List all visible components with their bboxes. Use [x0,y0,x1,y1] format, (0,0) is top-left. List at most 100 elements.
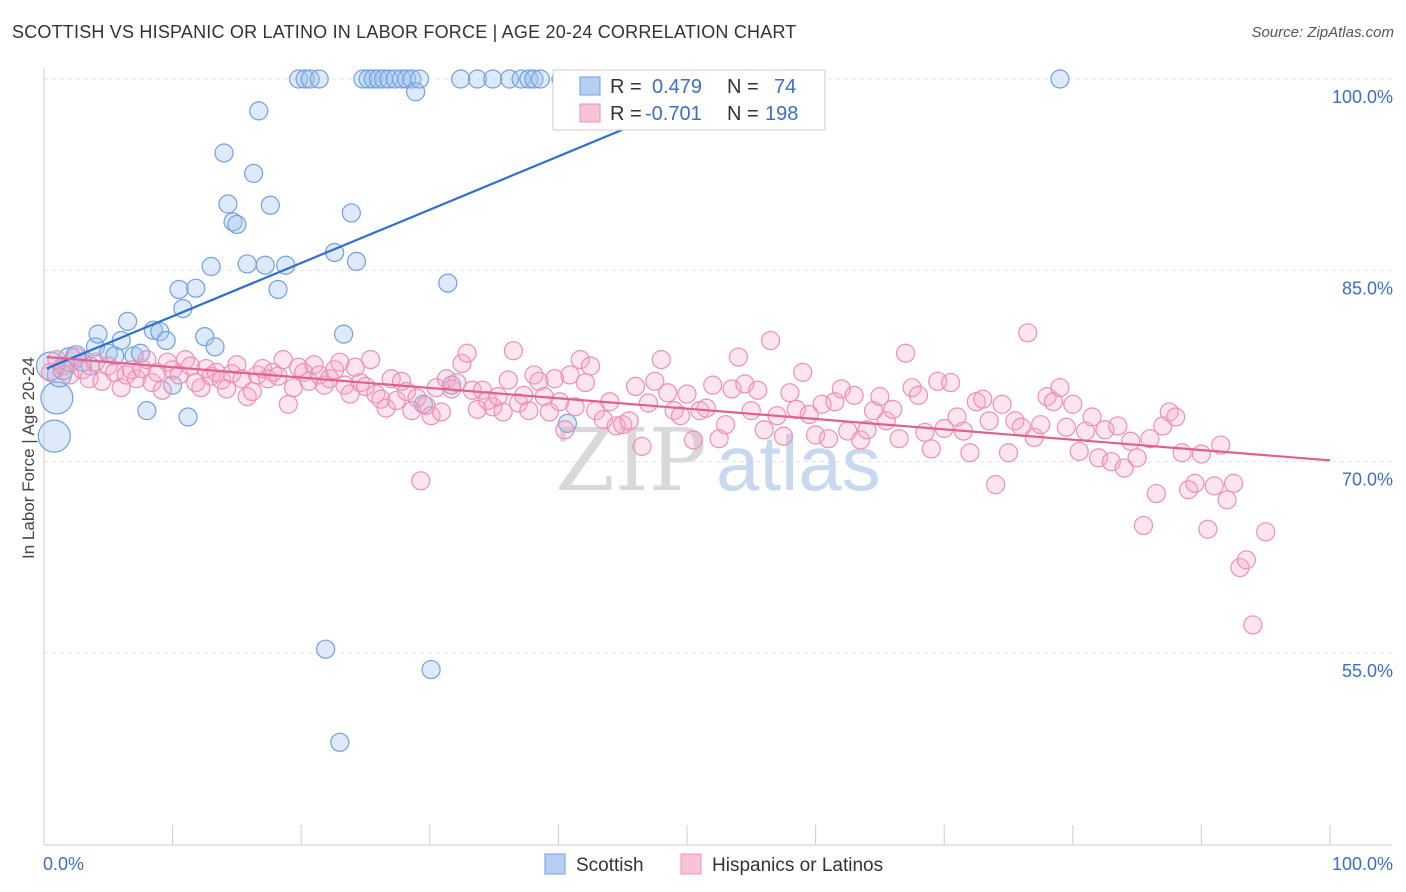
hispanic-point-53 [330,352,350,372]
hispanic-point-129 [754,420,774,440]
hispanic-point-127 [741,401,761,421]
x-tick-label-min: 0.0% [43,854,84,874]
scottish-point-27 [201,256,221,277]
bottom-legend-swatch-hispanic [680,853,702,875]
hispanic-point-164 [979,411,999,431]
legend-r-value-0: 0.479 [652,76,702,98]
hispanic-point-186 [1121,431,1141,451]
hispanic-point-87 [503,341,523,361]
hispanic-point-153 [908,385,929,405]
hispanic-point-128 [748,380,768,400]
legend-n-value-0: 74 [774,76,796,98]
hispanic-point-174 [1043,392,1064,412]
scottish-point-51 [358,69,378,89]
scottish-point-33 [237,254,257,274]
hispanic-point-36 [242,381,262,402]
hispanic-point-99 [565,397,585,417]
hispanic-point-77 [452,353,472,374]
hispanic-point-176 [1056,417,1076,437]
hispanic-point-61 [371,389,391,409]
hispanic-point-199 [1204,476,1224,496]
legend-swatch-scottish [579,76,601,96]
hispanic-point-100 [570,350,590,370]
gridlines [44,78,1392,654]
hispanic-point-108 [619,411,639,431]
scottish-point-71 [519,69,539,89]
scottish-point-30 [218,194,238,214]
scottish-point-36 [255,255,275,275]
scottish-point-14 [117,311,138,331]
hispanic-point-85 [493,402,513,422]
hispanic-point-31 [217,379,237,399]
hispanic-point-161 [960,443,980,463]
hispanic-point-110 [632,436,652,456]
hispanic-point-59 [361,350,381,370]
hispanic-point-159 [947,407,967,427]
scottish-point-41 [295,69,315,89]
hispanic-point-166 [992,394,1012,414]
scottish-point-20 [156,330,176,351]
scottish-point-56 [385,69,405,89]
y-tick-label-1: 70.0% [1342,470,1393,490]
hispanic-point-185 [1114,458,1134,478]
bottom-legend-swatch-scottish [544,853,566,875]
scottish-point-61 [409,69,430,89]
hispanic-point-204 [1236,550,1257,570]
hispanic-point-143 [844,385,864,405]
scottish-point-10 [88,324,108,344]
hispanic-point-74 [436,369,457,389]
hispanic-point-94 [539,402,559,422]
y-tick-labels: 55.0% 70.0% 85.0% 100.0% [1332,87,1393,681]
hispanic-point-189 [1140,429,1160,449]
hispanic-point-196 [1185,473,1205,493]
hispanic-point-172 [1031,415,1051,435]
scottish-point-63 [421,659,441,680]
hispanic-point-145 [857,420,877,440]
hispanic-point-137 [805,425,826,445]
hispanic-point-14 [126,369,147,389]
hispanic-point-56 [345,357,365,377]
legend-n-label-0: N = [727,76,759,98]
scottish-point-29 [214,143,234,163]
hispanic-point-187 [1127,448,1147,468]
scottish-point-78 [1050,69,1070,89]
scottish-point-17 [137,401,157,421]
hispanic-point-175 [1050,378,1070,398]
scottish-point-48 [341,203,361,223]
scottish-point-2 [40,381,74,415]
hispanic-point-106 [606,416,626,436]
scottish-point-50 [353,69,373,89]
hispanic-point-135 [793,362,813,382]
scottish-point-38 [268,279,288,300]
hispanic-point-113 [651,350,671,370]
bottom-legend: Scottish Hispanics or Latinos [544,853,883,876]
legend-r-label-1: R = [610,103,642,125]
legend-box: R = 0.479 N = 74 R = -0.701 N = 198 [552,69,826,131]
scottish-point-40 [289,69,309,89]
scottish-point-44 [316,639,336,659]
scottish-point-59 [402,69,422,89]
hispanic-point-18 [147,362,167,382]
hispanic-point-152 [902,378,922,398]
scottish-point-60 [406,82,426,102]
hispanic-point-122 [709,429,729,449]
legend-n-value-1: 198 [765,103,798,125]
hispanic-point-205 [1243,615,1263,635]
scottish-point-35 [249,101,269,121]
hispanic-point-17 [142,372,162,393]
hispanic-point-120 [696,398,716,418]
hispanic-point-11 [111,378,131,398]
hispanic-point-95 [544,369,565,389]
hispanic-point-86 [498,370,518,390]
hispanic-point-181 [1088,448,1109,468]
hispanic-point-151 [896,343,916,363]
bottom-legend-label-hispanic: Hispanics or Latinos [712,855,883,876]
y-tick-label-0: 55.0% [1342,661,1393,681]
watermark-atlas: atlas [716,419,881,507]
scottish-point-28 [205,337,225,357]
hispanic-point-123 [715,415,736,435]
hispanic-point-78 [457,343,477,363]
hispanic-point-188 [1133,515,1154,536]
hispanic-point-182 [1095,420,1115,440]
hispanic-point-163 [973,389,993,409]
